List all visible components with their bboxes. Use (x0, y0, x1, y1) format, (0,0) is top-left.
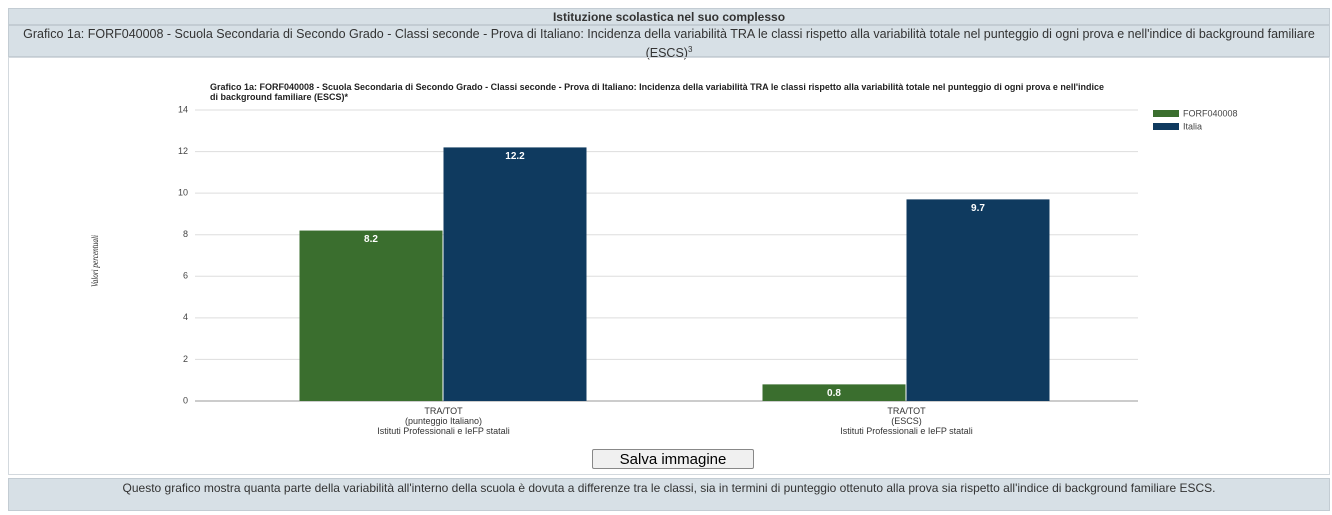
y-tick-label: 8 (183, 229, 188, 239)
footer-text: Questo grafico mostra quanta parte della… (122, 481, 1216, 495)
value-label: 0.8 (827, 388, 841, 399)
bar (762, 384, 906, 401)
y-tick-label: 12 (178, 146, 188, 156)
value-label: 12.2 (505, 151, 525, 162)
bar (906, 199, 1050, 401)
legend-label: FORF040008 (1183, 108, 1238, 118)
value-label: 9.7 (971, 203, 985, 214)
save-image-button[interactable]: Salva immagine (592, 449, 754, 469)
y-axis-label: Valori percentuali (90, 235, 100, 287)
caption-text: Grafico 1a: FORF040008 - Scuola Secondar… (23, 27, 1315, 61)
y-tick-label: 14 (178, 104, 188, 114)
chart-title: Grafico 1a: FORF040008 - Scuola Secondar… (210, 82, 1105, 102)
y-tick-label: 2 (183, 354, 188, 364)
x-tick-label: TRA/TOT (ESCS) Istituti Professionali e … (840, 406, 973, 436)
legend-label: Italia (1183, 121, 1202, 131)
chart: 0 2 4 6 8 10 12 14 8.2 12.2 0.8 9.7 FORF040008 Italia (178, 104, 1238, 405)
legend-swatch (1153, 123, 1179, 130)
section-header: Istituzione scolastica nel suo complesso (8, 8, 1330, 25)
footer-note: Questo grafico mostra quanta parte della… (8, 478, 1330, 511)
y-tick-label: 0 (183, 395, 188, 405)
y-tick-label: 4 (183, 312, 188, 322)
y-tick-label: 6 (183, 271, 188, 281)
legend-swatch (1153, 110, 1179, 117)
caption-note: 3 (687, 45, 693, 54)
section-title: Istituzione scolastica nel suo complesso (552, 10, 786, 24)
chart-caption: Grafico 1a: FORF040008 - Scuola Secondar… (8, 25, 1330, 61)
x-tick-label: TRA/TOT (punteggio Italiano) Istituti Pr… (377, 406, 510, 436)
bar (443, 147, 587, 401)
y-tick-label: 10 (178, 188, 188, 198)
bar (299, 230, 443, 401)
chart-panel (8, 57, 1330, 475)
value-label: 8.2 (364, 234, 378, 245)
